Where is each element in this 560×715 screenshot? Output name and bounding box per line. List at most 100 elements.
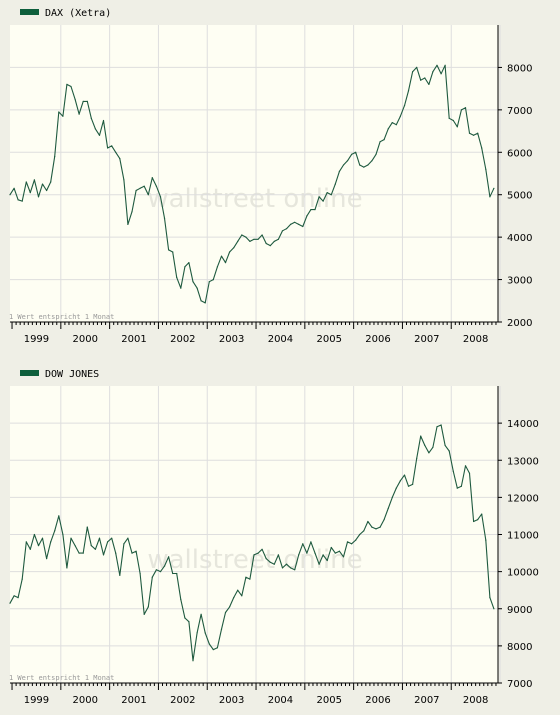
dow-data-point (94, 548, 96, 550)
dax-data-point (159, 196, 162, 198)
dax-data-point (464, 107, 467, 109)
dow-data-point (127, 537, 129, 539)
dow-data-point (395, 487, 397, 489)
dow-data-point (233, 597, 235, 599)
dax-data-point (456, 126, 458, 128)
dow-data-point (37, 545, 40, 547)
dax-data-point (54, 155, 56, 158)
dax-data-point (330, 194, 332, 196)
dax-x-tick-label: 2004 (268, 334, 293, 345)
dow-data-point (326, 559, 328, 562)
dow-y-tick-label: 13000 (507, 456, 539, 467)
dax-data-point (245, 236, 247, 238)
dow-data-point (192, 660, 194, 662)
dow-legend: DOW JONES (20, 369, 99, 381)
dax-data-point (131, 211, 133, 213)
dax-data-point (273, 240, 275, 242)
dax-data-point (17, 199, 19, 201)
dax-data-point (326, 192, 328, 194)
dow-data-point (424, 444, 426, 446)
dow-data-point (33, 533, 36, 536)
dow-data-point (493, 608, 495, 610)
dow-data-point (468, 472, 471, 474)
dow-data-point (281, 567, 284, 569)
dax-data-point (493, 187, 495, 189)
dax-data-point (261, 234, 263, 236)
dax-data-point (363, 166, 365, 168)
dow-data-point (269, 561, 271, 563)
dax-data-point (359, 164, 361, 166)
dax-data-point (310, 209, 312, 211)
dow-data-point (416, 457, 418, 459)
dax-data-point (94, 128, 96, 130)
dax-data-point (342, 164, 345, 166)
dow-data-point (257, 552, 259, 554)
dow-data-point (212, 649, 214, 651)
dax-data-point (127, 223, 129, 225)
dax-data-point (277, 238, 279, 240)
dow-x-tick-label: 2003 (219, 695, 244, 706)
dax-data-point (399, 115, 401, 117)
dow-data-point (355, 539, 357, 541)
dax-data-point (249, 240, 251, 242)
dow-data-point (359, 533, 361, 536)
dow-data-point (163, 565, 166, 567)
dax-data-point (375, 153, 377, 155)
dax-data-point (163, 217, 166, 219)
dow-data-point (298, 554, 300, 556)
dow-data-point (277, 554, 279, 556)
dax-data-point (444, 64, 446, 66)
dow-data-point (399, 480, 401, 482)
dax-data-point (265, 242, 267, 245)
dow-data-point (253, 554, 255, 556)
dax-data-point (351, 153, 353, 155)
dow-data-point (17, 597, 19, 599)
dax-x-tick-label: 2008 (463, 334, 488, 345)
dow-data-point (261, 548, 263, 550)
dow-data-point (245, 576, 247, 578)
dax-data-point (58, 111, 60, 113)
dow-x-tick-label: 2004 (268, 695, 293, 706)
dow-data-point (432, 446, 434, 448)
dax-data-point (412, 71, 414, 73)
dow-data-point (229, 606, 231, 608)
dow-data-point (224, 611, 227, 614)
dow-y-tick-label: 9000 (507, 605, 532, 616)
dow-data-point (367, 520, 369, 523)
dow-data-point (50, 541, 52, 543)
dax-data-point (188, 262, 190, 264)
dax-data-point (281, 230, 284, 232)
dow-data-point (155, 569, 157, 571)
dow-data-point (448, 450, 450, 452)
dax-data-point (216, 266, 218, 268)
dow-data-point (383, 519, 385, 521)
dax-data-point (379, 141, 381, 143)
dax-data-point (407, 90, 410, 92)
dow-data-point (428, 452, 430, 454)
dow-data-point (485, 539, 487, 541)
dow-data-point (184, 617, 186, 619)
dow-chart: wallstreet online70008000900010000110001… (9, 386, 539, 706)
dax-data-point (318, 196, 320, 198)
dax-data-point (290, 223, 292, 225)
dow-data-point (351, 543, 353, 545)
dax-data-point (371, 160, 373, 162)
dax-data-point (334, 183, 336, 185)
dow-data-point (62, 533, 64, 536)
dax-y-tick-label: 6000 (507, 148, 532, 159)
dow-data-point (444, 444, 446, 446)
dax-data-point (143, 185, 145, 187)
dow-data-point (375, 528, 377, 530)
dax-data-point (46, 189, 48, 192)
dow-data-point (387, 507, 389, 510)
dax-watermark: wallstreet online (147, 184, 362, 214)
dax-data-point (257, 238, 259, 240)
dow-data-point (477, 519, 479, 521)
dow-data-point (74, 545, 76, 547)
dow-data-point (200, 613, 202, 615)
dax-data-point (420, 79, 422, 81)
dow-data-point (188, 621, 190, 623)
dow-data-point (440, 424, 442, 426)
dax-data-point (196, 287, 198, 289)
dow-data-point (464, 465, 467, 467)
